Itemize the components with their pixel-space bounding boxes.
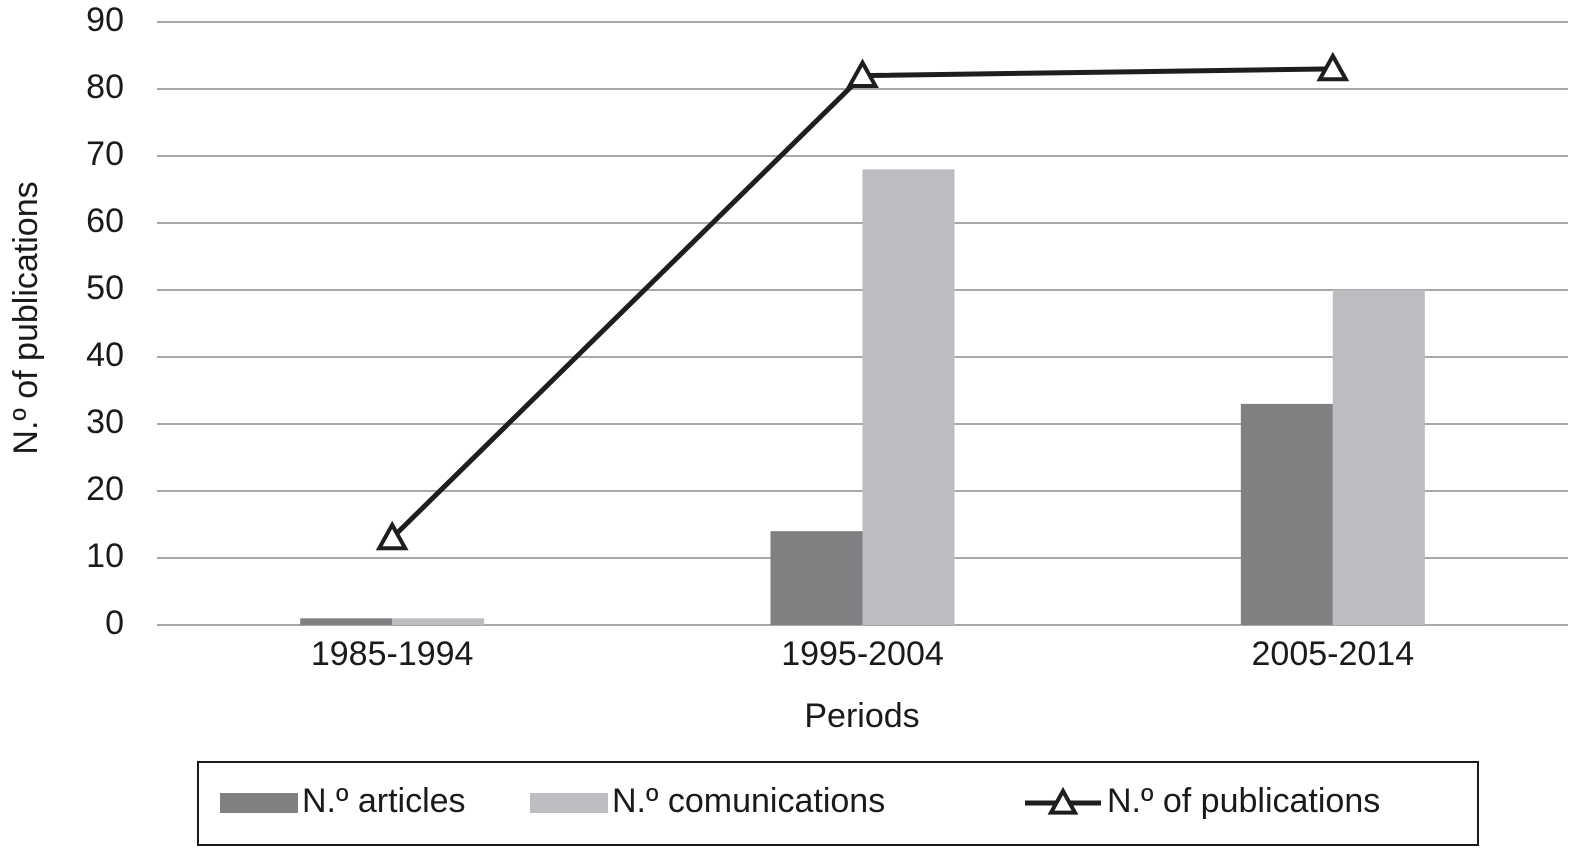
bar: [300, 618, 393, 625]
y-tick-label: 70: [86, 135, 124, 173]
y-tick-label: 10: [86, 537, 124, 575]
marker: [375, 520, 409, 551]
bar: [1240, 403, 1333, 625]
legend-label: N.º of publications: [1107, 782, 1380, 820]
y-tick-label: 60: [86, 202, 124, 240]
x-axis-title: Periods: [804, 697, 919, 735]
y-tick-label: 30: [86, 403, 124, 441]
x-tick-label: 2005-2014: [1252, 635, 1415, 673]
y-tick-label: 40: [86, 336, 124, 374]
x-tick-label: 1985-1994: [311, 635, 474, 673]
bar: [770, 531, 863, 625]
bar: [1332, 290, 1425, 625]
y-tick-label: 50: [86, 269, 124, 307]
y-tick-label: 90: [86, 1, 124, 39]
y-axis-title: N.º of publications: [7, 181, 45, 454]
legend-label: N.º comunications: [612, 782, 885, 820]
y-tick-label: 0: [105, 604, 124, 642]
marker: [1316, 51, 1350, 82]
marker: [846, 58, 879, 88]
y-tick-label: 80: [86, 68, 124, 106]
bar: [862, 169, 955, 625]
legend-label: N.º articles: [302, 782, 466, 820]
y-tick-label: 20: [86, 470, 124, 508]
legend-swatch: [530, 793, 608, 813]
bar: [392, 618, 485, 625]
x-tick-label: 1995-2004: [781, 635, 944, 673]
legend-swatch: [220, 793, 298, 813]
legend-box: [197, 761, 1479, 846]
legend-marker: [1047, 786, 1079, 815]
